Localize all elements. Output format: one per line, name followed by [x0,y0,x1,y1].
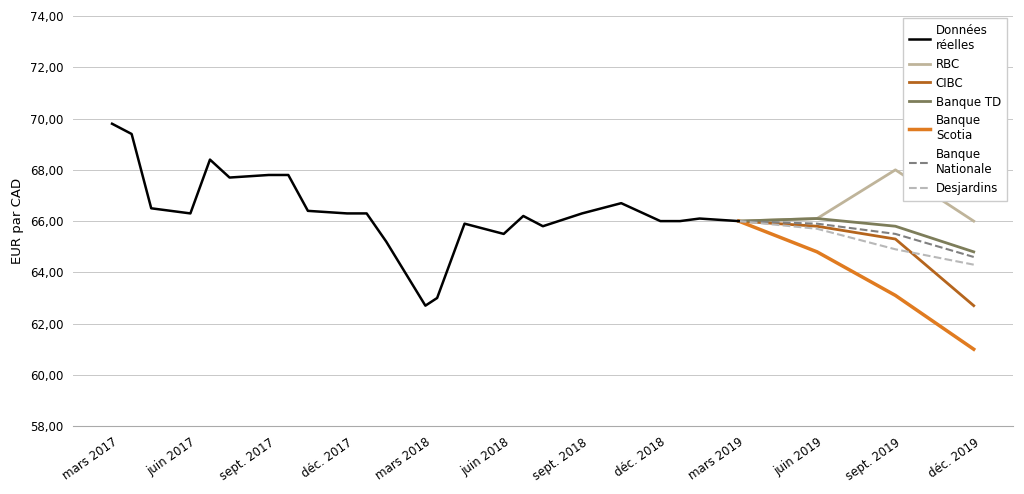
Desjardins [889,247,901,252]
Line: Banque
Nationale: Banque Nationale [738,221,974,257]
Données
réelles [419,303,431,309]
Line: Banque TD: Banque TD [738,218,974,252]
RBC [968,218,980,224]
Données
réelles [431,295,443,301]
Données
réelles [693,215,706,221]
Banque
Nationale [811,221,823,227]
Données
réelles [223,174,236,180]
Banque
Scotia [968,346,980,352]
Données
réelles [184,210,197,216]
Line: Données
réelles: Données réelles [112,124,738,306]
RBC [811,215,823,221]
Banque
Scotia [811,249,823,255]
Banque
Nationale [732,218,744,224]
Données
réelles [615,200,628,206]
CIBC [811,223,823,229]
Données
réelles [360,210,373,216]
Données
réelles [596,206,608,211]
Données
réelles [459,221,471,227]
Données
réelles [105,121,118,126]
Données
réelles [674,218,686,224]
Y-axis label: EUR par CAD: EUR par CAD [11,178,25,264]
Banque
Nationale [968,254,980,260]
Line: CIBC: CIBC [738,221,974,306]
Banque TD [889,223,901,229]
Banque
Nationale [889,231,901,237]
Données
réelles [498,231,510,237]
RBC [732,218,744,224]
Données
réelles [380,239,392,245]
Desjardins [732,218,744,224]
Données
réelles [517,213,529,219]
Line: RBC: RBC [738,170,974,221]
Données
réelles [654,218,667,224]
Desjardins [968,262,980,268]
CIBC [732,218,744,224]
Données
réelles [283,172,295,178]
Données
réelles [537,223,549,229]
CIBC [968,303,980,309]
Banque
Scotia [889,292,901,298]
Banque TD [968,249,980,255]
Données
réelles [732,218,744,224]
Banque
Scotia [732,218,744,224]
Line: Banque
Scotia: Banque Scotia [738,221,974,349]
Données
réelles [302,208,314,214]
CIBC [889,236,901,242]
Données
réelles [204,157,216,163]
Données
réelles [126,131,138,137]
Banque TD [811,215,823,221]
Données
réelles [341,210,353,216]
Banque TD [732,218,744,224]
Données
réelles [262,172,274,178]
Desjardins [811,226,823,232]
Line: Desjardins: Desjardins [738,221,974,265]
Données
réelles [145,206,158,211]
RBC [889,167,901,173]
Legend: Données
réelles, RBC, CIBC, Banque TD, Banque
Scotia, Banque
Nationale, Desjardi: Données réelles, RBC, CIBC, Banque TD, B… [903,18,1007,201]
Données
réelles [575,210,588,216]
